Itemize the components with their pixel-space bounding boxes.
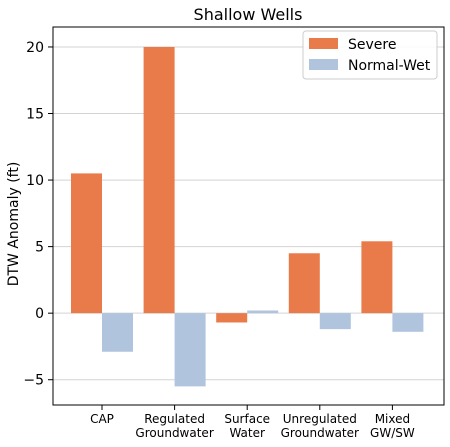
y-tick-label: −5 <box>23 373 44 389</box>
x-tick-label: CAP <box>90 412 114 426</box>
bar-severe <box>216 313 247 322</box>
bar-normal-wet <box>247 311 278 314</box>
bars <box>71 47 423 386</box>
x-tick-label: Surface Water <box>224 412 270 440</box>
bar-normal-wet <box>320 313 351 329</box>
y-axis-label: DTW Anomaly (ft) <box>6 162 22 287</box>
bar-severe <box>71 173 102 313</box>
chart-title: Shallow Wells <box>194 5 303 24</box>
x-tick-label: Regulated Groundwater <box>135 412 213 440</box>
x-tick-label: Unregulated Groundwater <box>281 412 359 440</box>
y-tick-label: 10 <box>26 173 44 189</box>
legend: Severe Normal-Wet <box>303 31 437 79</box>
y-tick-label: 20 <box>26 40 44 56</box>
y-axis: −5 0 5 10 15 20 <box>23 40 53 389</box>
y-tick-label: 5 <box>35 240 44 256</box>
legend-swatch <box>309 38 338 49</box>
bar-severe <box>361 241 392 313</box>
bar-normal-wet <box>102 313 133 352</box>
y-tick-label: 15 <box>26 107 44 123</box>
bar-normal-wet <box>392 313 423 332</box>
legend-label: Severe <box>348 37 396 53</box>
bar-severe <box>289 253 320 313</box>
x-axis: CAP Regulated Groundwater Surface Water Unreg… <box>90 405 415 440</box>
bar-severe <box>144 47 175 313</box>
bar-normal-wet <box>175 313 206 386</box>
legend-label: Normal-Wet <box>348 58 431 74</box>
x-tick-label: Mixed GW/SW <box>370 412 415 440</box>
y-tick-label: 0 <box>35 306 44 322</box>
legend-swatch <box>309 59 338 70</box>
